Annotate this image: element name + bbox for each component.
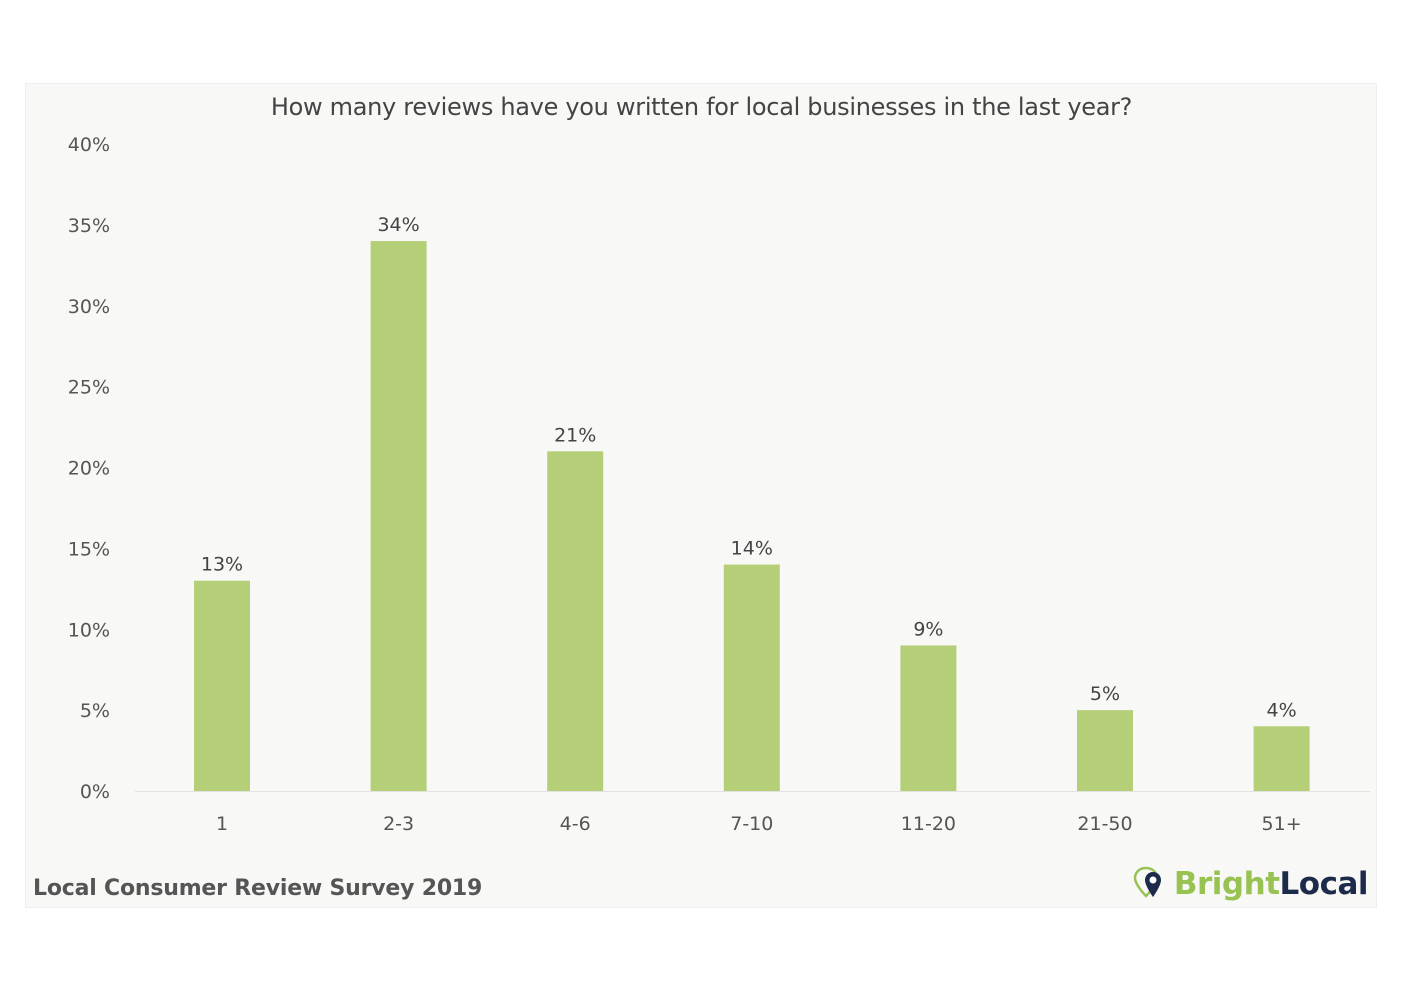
brightlocal-logo: Bright Local <box>1132 864 1369 904</box>
y-tick-label: 35% <box>68 215 110 237</box>
y-tick-label: 10% <box>68 619 110 641</box>
x-tick-label: 7-10 <box>730 813 773 835</box>
data-label: 21% <box>554 424 596 446</box>
bar <box>547 451 604 791</box>
x-tick-label: 2-3 <box>383 813 414 835</box>
x-tick-label: 1 <box>216 813 228 835</box>
x-tick-label: 4-6 <box>560 813 591 835</box>
bar <box>370 241 427 792</box>
x-tick-label: 21-50 <box>1077 813 1132 835</box>
y-tick-label: 40% <box>68 134 110 156</box>
y-tick-label: 5% <box>80 700 110 722</box>
bar <box>194 580 250 791</box>
x-tick-label: 51+ <box>1262 813 1302 835</box>
data-label: 34% <box>377 214 419 236</box>
bar <box>723 564 780 791</box>
chart-panel <box>25 83 1377 908</box>
data-label: 14% <box>731 538 773 560</box>
y-tick-label: 25% <box>68 377 110 399</box>
x-tick-label: 11-20 <box>901 813 956 835</box>
data-label: 9% <box>913 618 943 640</box>
location-pin-icon <box>1133 866 1161 898</box>
brand-word-local: Local <box>1279 866 1369 902</box>
y-tick-label: 0% <box>80 781 110 803</box>
source-caption: Local Consumer Review Survey 2019 <box>33 876 483 901</box>
data-label: 4% <box>1267 699 1297 721</box>
bar <box>900 645 957 791</box>
bar <box>1077 710 1133 791</box>
y-tick-label: 15% <box>68 538 110 560</box>
y-tick-label: 30% <box>68 296 110 318</box>
y-tick-label: 20% <box>68 458 110 480</box>
chart-title: How many reviews have you written for lo… <box>270 93 1133 121</box>
brand-word-bright: Bright <box>1173 866 1280 902</box>
bar <box>1253 726 1310 791</box>
data-label: 13% <box>201 554 243 576</box>
data-label: 5% <box>1090 683 1120 705</box>
